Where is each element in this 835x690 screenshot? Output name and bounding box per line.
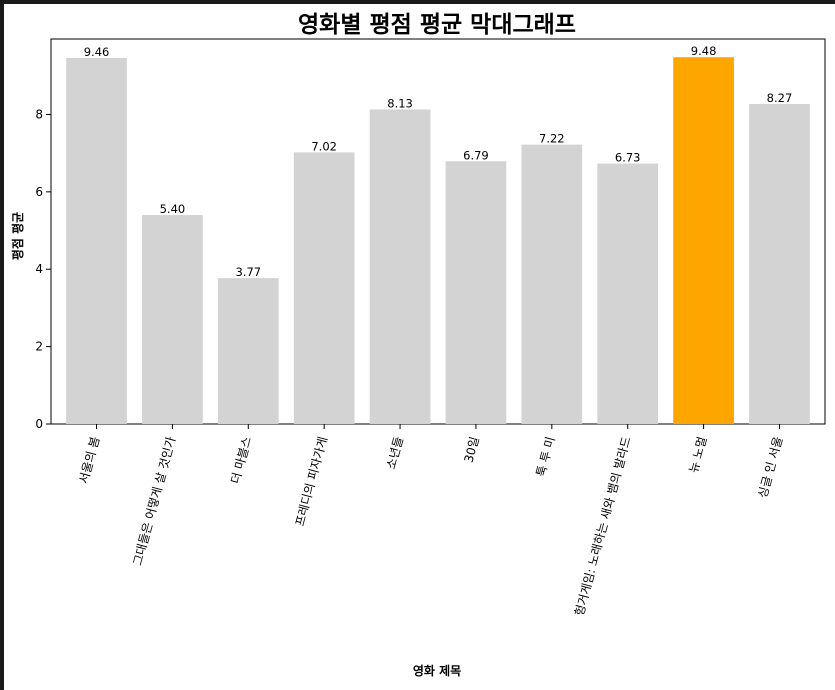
y-tick-label: 0 — [35, 417, 43, 431]
x-axis-label: 영화 제목 — [413, 663, 461, 678]
y-tick-label: 8 — [35, 107, 43, 121]
data-label: 9.46 — [84, 45, 110, 59]
chart-title: 영화별 평점 평균 막대그래프 — [298, 12, 576, 38]
x-tick-label: 헝거게임: 노래하는 새와 뱀의 발라드 — [572, 435, 633, 617]
data-label: 6.79 — [463, 148, 489, 162]
bar-chart: 영화별 평점 평균 막대그래프 0 2 4 6 8 9.46 5.40 3.77 7.02 8.… — [10, 12, 826, 678]
chart-figure: 영화별 평점 평균 막대그래프 0 2 4 6 8 9.46 5.40 3.77 7.02 8.… — [4, 4, 835, 690]
x-tick-label: 서울의 봄 — [76, 435, 102, 485]
x-tick-label: 프레디의 피자가게 — [293, 435, 330, 528]
data-label: 7.22 — [539, 132, 565, 146]
data-label: 8.27 — [767, 91, 793, 105]
x-tick-label: 소년들 — [384, 435, 406, 471]
bar — [293, 152, 355, 424]
x-tick-label: 그대들은 어떻게 살 것인가 — [130, 435, 178, 567]
bar — [369, 109, 431, 424]
data-label: 3.77 — [235, 265, 261, 279]
bar — [521, 144, 583, 424]
y-tick-label: 6 — [35, 185, 43, 199]
bar — [217, 278, 279, 424]
data-label: 5.40 — [160, 202, 186, 216]
data-label: 8.13 — [387, 96, 413, 110]
bars — [66, 57, 810, 425]
data-label: 7.02 — [311, 139, 337, 153]
x-tick-label: 싱글 인 서울 — [756, 435, 786, 499]
bar — [142, 215, 203, 424]
bar — [66, 57, 127, 424]
plot-area — [50, 38, 826, 425]
data-label: 6.73 — [615, 151, 641, 165]
bar — [445, 161, 507, 424]
data-labels: 9.46 5.40 3.77 7.02 8.13 6.79 7.22 6.73 9.48 8.27 — [84, 44, 793, 279]
y-axis: 0 2 4 6 8 — [35, 107, 51, 431]
bar — [749, 104, 810, 424]
x-tick-label: 더 마블스 — [228, 435, 254, 485]
y-tick-label: 2 — [35, 340, 43, 354]
x-tick-label: 툭 투 미 — [534, 435, 558, 478]
x-tick-label: 뉴 노멀 — [686, 435, 709, 474]
bar — [597, 163, 659, 425]
x-axis: 서울의 봄 그대들은 어떻게 살 것인가 더 마블스 프레디의 피자가게 소년들 30일 툭… — [76, 424, 785, 617]
y-tick-label: 4 — [35, 262, 43, 276]
bar — [673, 57, 734, 425]
x-tick-label: 30일 — [462, 435, 482, 464]
y-axis-label: 평점 평균 — [10, 212, 25, 260]
data-label: 9.48 — [691, 44, 717, 58]
